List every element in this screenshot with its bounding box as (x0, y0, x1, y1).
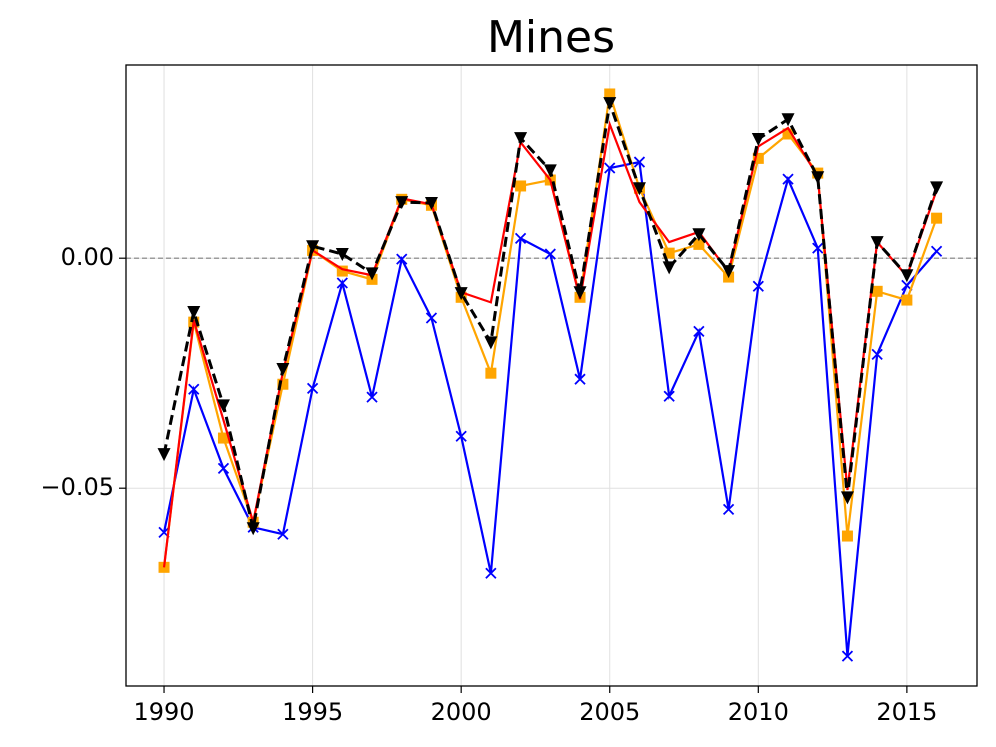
marker (633, 156, 646, 168)
chart-title: Mines (487, 12, 615, 63)
marker (543, 164, 557, 178)
marker (812, 242, 824, 254)
marker (157, 448, 171, 462)
marker (841, 650, 854, 662)
marker (692, 228, 706, 242)
marker (573, 286, 587, 300)
marker (395, 196, 409, 210)
marker (277, 528, 289, 540)
marker (663, 390, 675, 402)
marker (336, 265, 348, 277)
x-tick-label: 1995 (282, 698, 343, 726)
marker (930, 181, 944, 195)
x-tick-label: 2015 (876, 698, 937, 726)
marker (187, 306, 201, 320)
marker (217, 432, 229, 444)
marker (485, 367, 497, 379)
marker (484, 336, 498, 350)
marker (663, 247, 675, 259)
marker (574, 373, 586, 385)
marker (217, 462, 230, 475)
marker (188, 383, 200, 395)
marker (841, 530, 853, 542)
marker (751, 133, 765, 147)
marker (781, 113, 795, 127)
marker (336, 277, 348, 289)
marker (514, 232, 527, 245)
marker (454, 287, 468, 301)
marker (335, 248, 349, 262)
marker (366, 391, 378, 403)
marker (722, 265, 736, 279)
marker (752, 280, 764, 292)
marker (632, 182, 646, 196)
marker (662, 261, 676, 275)
marker (425, 312, 438, 324)
marker (752, 152, 764, 164)
marker (604, 88, 616, 100)
marker (216, 399, 230, 413)
marker (424, 197, 438, 210)
marker (840, 491, 854, 505)
marker (931, 212, 943, 224)
marker (485, 567, 497, 579)
series-line (162, 120, 938, 568)
marker (782, 128, 794, 140)
marker (693, 325, 705, 337)
marker (455, 430, 467, 442)
marker (930, 245, 943, 257)
x-tick-label: 2000 (431, 698, 492, 726)
marker (277, 378, 289, 390)
marker (306, 382, 319, 395)
marker (871, 348, 883, 360)
series-line (162, 160, 938, 657)
marker (811, 171, 825, 185)
marker (306, 240, 320, 254)
marker (900, 269, 914, 283)
x-tick-label: 2010 (728, 698, 789, 726)
x-tick-label: 2005 (579, 698, 640, 726)
marker (276, 363, 290, 377)
marker (604, 162, 616, 174)
marker (396, 253, 408, 265)
marker (901, 294, 913, 306)
marker (515, 180, 527, 192)
plot-frame (125, 64, 978, 687)
y-tick-label: −0.05 (40, 473, 114, 501)
marker (693, 238, 705, 250)
marker (870, 236, 884, 250)
marker (246, 522, 260, 536)
marker (871, 285, 883, 297)
marker (544, 248, 556, 260)
marker (514, 132, 528, 146)
x-tick-label: 1990 (133, 698, 194, 726)
marker (722, 503, 735, 515)
marker (603, 97, 617, 111)
y-tick-label: 0.00 (61, 243, 114, 271)
marker (365, 267, 379, 281)
marker (782, 173, 794, 185)
